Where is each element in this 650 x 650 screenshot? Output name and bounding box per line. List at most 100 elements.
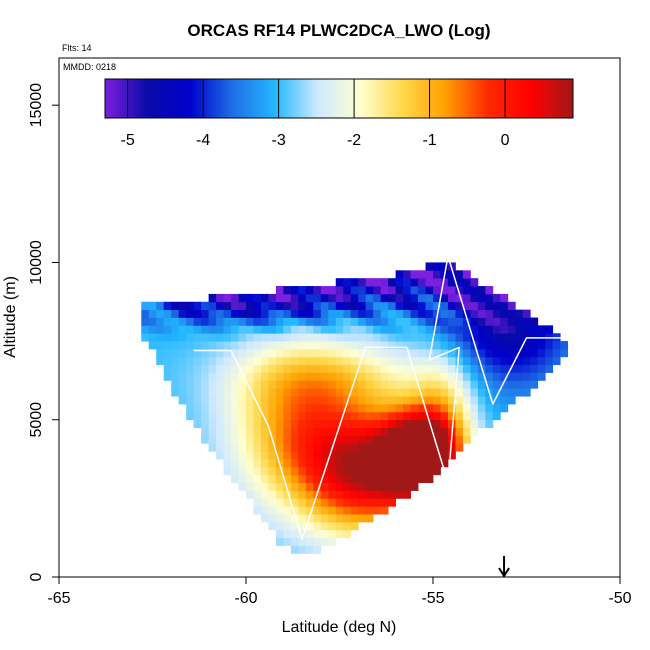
heatmap-cell	[447, 404, 456, 413]
heatmap-cell	[470, 372, 479, 381]
heatmap-cell	[425, 443, 434, 452]
heatmap-cell	[403, 388, 411, 397]
heatmap-cell	[403, 490, 411, 499]
heatmap-cell	[485, 286, 494, 295]
colorbar-segment	[405, 79, 409, 118]
heatmap-cell	[380, 498, 389, 507]
heatmap-cell	[253, 309, 262, 318]
colorbar-segment	[501, 79, 505, 118]
colorbar-segment	[288, 79, 292, 118]
heatmap-cell	[335, 372, 344, 381]
heatmap-cell	[425, 388, 434, 397]
colorbar-segment	[507, 79, 511, 118]
heatmap-cell	[350, 278, 359, 287]
heatmap-cell	[425, 325, 434, 334]
heatmap-cell	[216, 372, 224, 381]
heatmap-cell	[148, 333, 157, 342]
heatmap-cell	[358, 506, 367, 515]
heatmap-cell	[418, 356, 426, 366]
colorbar-segment	[477, 79, 481, 118]
heatmap-cell	[388, 372, 396, 381]
heatmap-cell	[216, 419, 224, 428]
heatmap-cell	[328, 537, 337, 546]
heatmap-cell	[290, 396, 299, 405]
heatmap-cell	[380, 388, 389, 397]
heatmap-cell	[343, 388, 352, 397]
heatmap-cell	[350, 521, 359, 531]
heatmap-cell	[433, 270, 441, 279]
heatmap-cell	[365, 372, 374, 381]
heatmap-cell	[171, 341, 180, 350]
colorbar-segment	[258, 79, 262, 118]
heatmap-cell	[313, 514, 322, 523]
heatmap-cell	[425, 348, 434, 358]
heatmap-cell	[500, 293, 509, 303]
heatmap-cell	[470, 356, 479, 366]
heatmap-cell	[298, 301, 307, 311]
heatmap-cell	[507, 364, 516, 373]
heatmap-cell	[238, 404, 247, 413]
colorbar-segment	[456, 79, 460, 118]
heatmap-cell	[440, 356, 449, 366]
heatmap-cell	[335, 490, 344, 499]
heatmap-cell	[253, 388, 262, 397]
x-tick-label: -65	[47, 590, 70, 607]
heatmap-cell	[283, 411, 292, 421]
heatmap-cell	[537, 356, 546, 366]
heatmap-cell	[231, 325, 239, 334]
heatmap-cell	[298, 333, 307, 342]
heatmap-cell	[343, 286, 352, 295]
heatmap-cell	[395, 404, 404, 413]
heatmap-cell	[380, 435, 389, 444]
heatmap-cell	[492, 309, 501, 318]
heatmap-cell	[313, 529, 322, 539]
colorbar-segment	[249, 79, 253, 118]
heatmap-cell	[388, 459, 396, 468]
heatmap-cell	[560, 348, 569, 358]
heatmap-cell	[380, 317, 389, 326]
heatmap-cell	[440, 262, 449, 271]
heatmap-cell	[365, 411, 374, 421]
heatmap-cell	[260, 419, 269, 428]
heatmap-cell	[350, 474, 359, 484]
heatmap-cell	[365, 482, 374, 491]
colorbar-segment	[321, 79, 325, 118]
plot-area	[58, 57, 621, 578]
heatmap-cell	[320, 341, 329, 350]
heatmap-cell	[328, 348, 337, 358]
heatmap-cell	[530, 356, 539, 366]
heatmap-cell	[283, 404, 292, 413]
heatmap-cell	[178, 325, 187, 334]
colorbar-segment	[516, 79, 520, 118]
heatmap-cell	[275, 333, 284, 342]
heatmap-cell	[275, 474, 284, 484]
heatmap-cell	[358, 459, 367, 468]
heatmap-cell	[275, 286, 284, 295]
heatmap-cell	[283, 293, 292, 303]
heatmap-cell	[373, 301, 382, 311]
heatmap-cell	[418, 427, 426, 436]
heatmap-cell	[320, 372, 329, 381]
heatmap-cell	[433, 262, 441, 271]
heatmap-cell	[343, 380, 352, 389]
heatmap-cell	[447, 341, 456, 350]
colorbar-segment	[336, 79, 340, 118]
heatmap-cell	[231, 474, 239, 484]
heatmap-cell	[193, 356, 202, 366]
heatmap-cell	[380, 396, 389, 405]
heatmap-cell	[358, 309, 367, 318]
heatmap-cell	[440, 388, 449, 397]
heatmap-cell	[373, 317, 382, 326]
heatmap-cell	[290, 404, 299, 413]
heatmap-cell	[418, 333, 426, 342]
colorbar-tick-label: -4	[196, 132, 210, 149]
heatmap-cell	[208, 301, 217, 311]
heatmap-cell	[283, 466, 292, 476]
colorbar-segment	[240, 79, 244, 118]
colorbar-segment	[351, 79, 355, 118]
heatmap-cell	[268, 404, 277, 413]
colorbar-segment	[234, 79, 238, 118]
heatmap-cell	[208, 317, 217, 326]
heatmap-cell	[447, 278, 456, 287]
heatmap-cell	[410, 286, 419, 295]
